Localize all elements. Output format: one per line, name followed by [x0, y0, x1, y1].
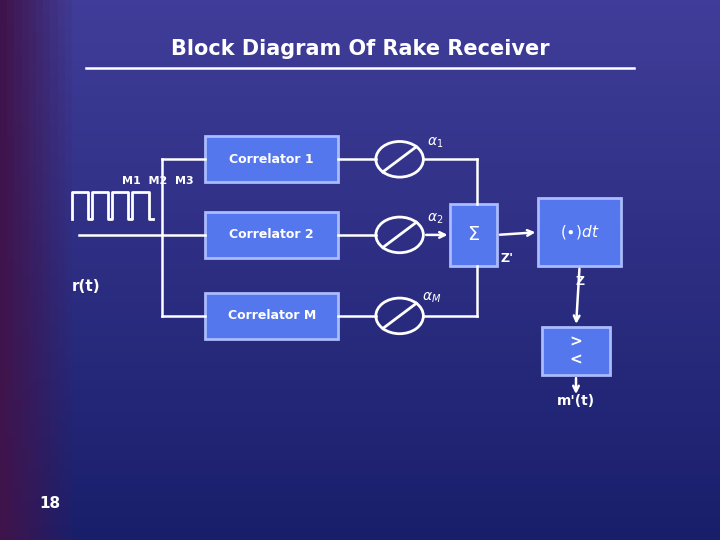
- Bar: [205, 293, 338, 339]
- Text: Correlator 1: Correlator 1: [230, 153, 314, 166]
- Bar: [451, 204, 498, 266]
- Bar: [539, 199, 621, 266]
- Text: >
<: > <: [570, 335, 582, 367]
- Text: $(\bullet)dt$: $(\bullet)dt$: [560, 223, 599, 241]
- Text: Correlator 2: Correlator 2: [230, 228, 314, 241]
- Bar: [205, 137, 338, 183]
- Text: r(t): r(t): [72, 279, 101, 294]
- Text: $\Sigma$: $\Sigma$: [467, 225, 480, 245]
- Text: Z: Z: [575, 275, 584, 288]
- Bar: [542, 327, 611, 375]
- Text: $\alpha_2$: $\alpha_2$: [427, 211, 444, 226]
- Text: m'(t): m'(t): [557, 394, 595, 408]
- Text: $\alpha_1$: $\alpha_1$: [427, 136, 444, 150]
- Text: 18: 18: [40, 496, 60, 511]
- Text: Z': Z': [501, 252, 514, 265]
- Text: $\alpha_M$: $\alpha_M$: [422, 291, 441, 305]
- Bar: [205, 212, 338, 258]
- Text: M1  M2  M3: M1 M2 M3: [122, 176, 194, 186]
- Text: Block Diagram Of Rake Receiver: Block Diagram Of Rake Receiver: [171, 38, 549, 59]
- Text: Correlator M: Correlator M: [228, 309, 316, 322]
